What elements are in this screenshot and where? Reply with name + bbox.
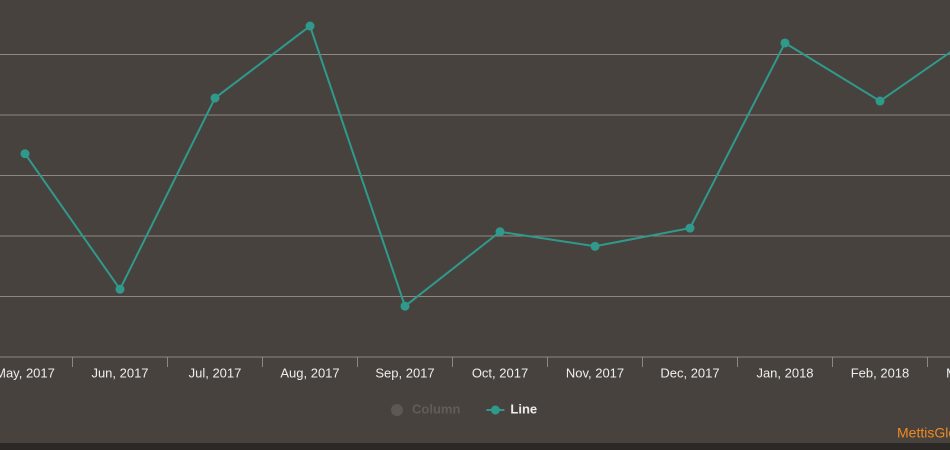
- x-tick-label: Jan, 2018: [756, 365, 813, 380]
- x-tick-label: Aug, 2017: [280, 365, 339, 380]
- legend-label[interactable]: Column: [412, 401, 460, 416]
- x-tick-label: Mar, 2018: [946, 365, 950, 380]
- point: [780, 38, 790, 48]
- x-tick-label: Sep, 2017: [375, 365, 434, 380]
- legend-symbol: [490, 405, 500, 415]
- point: [875, 96, 885, 106]
- x-tick-label: Feb, 2018: [851, 365, 910, 380]
- legend-symbol: [391, 404, 403, 416]
- point: [210, 93, 220, 103]
- credit: MettisGlobal: [897, 425, 950, 441]
- x-tick-label: Oct, 2017: [472, 365, 528, 380]
- legend-label[interactable]: Line: [510, 401, 537, 416]
- point: [590, 241, 600, 251]
- x-tick-label: Jul, 2017: [189, 365, 242, 380]
- footer-bar: [0, 443, 950, 450]
- x-tick-label: Jun, 2017: [91, 365, 148, 380]
- point: [495, 227, 505, 237]
- point: [685, 223, 695, 233]
- x-tick-label: Nov, 2017: [566, 365, 624, 380]
- point: [115, 284, 125, 294]
- point: [305, 21, 315, 31]
- x-tick-label: Dec, 2017: [660, 365, 719, 380]
- point: [400, 301, 410, 311]
- x-tick-label: May, 2017: [0, 365, 55, 380]
- point: [20, 149, 30, 159]
